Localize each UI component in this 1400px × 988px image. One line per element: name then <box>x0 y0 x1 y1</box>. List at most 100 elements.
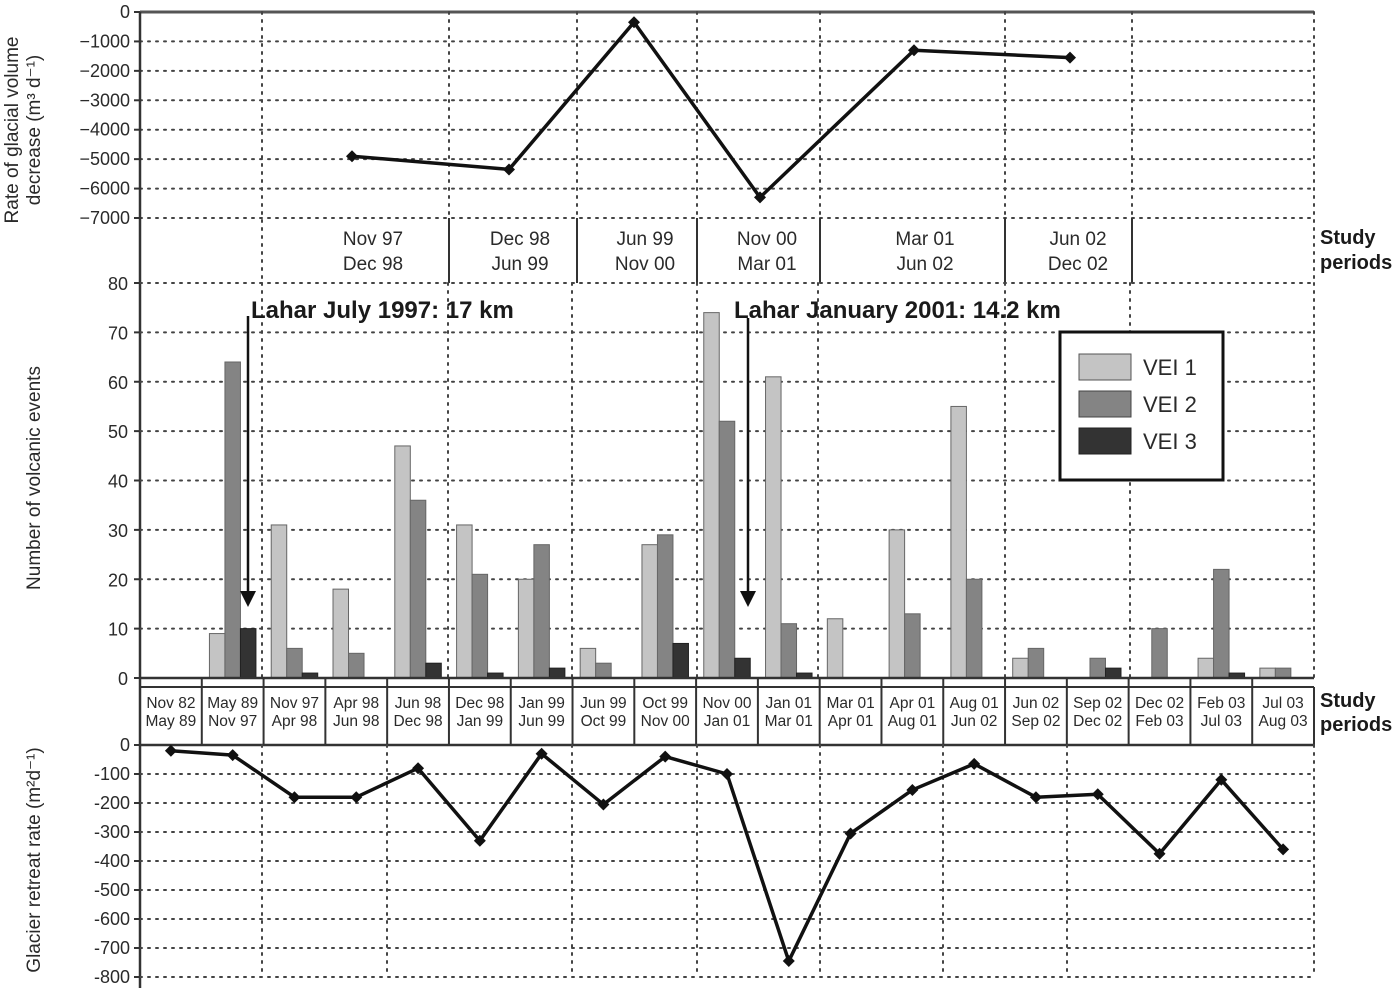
y-tick-label: 0 <box>120 2 130 22</box>
top-y-axis-label-line2: decrease (m³ d⁻¹) <box>24 55 45 205</box>
period-label-line2: Aug 01 <box>888 713 937 730</box>
glacier-retreat-line <box>170 749 1285 963</box>
period-label-line1: Nov 00 <box>702 695 751 712</box>
period-label-line2: Jun 02 <box>951 713 998 730</box>
period-label-line1: Jun 99 <box>580 695 627 712</box>
period-label-line2: Nov 97 <box>208 713 257 730</box>
data-point-marker <box>844 827 857 840</box>
period-label-line1: Jun 02 <box>1013 695 1060 712</box>
bottom-y-axis-label: Glacier retreat rate (m²d⁻¹) <box>24 747 45 972</box>
data-point-marker <box>906 783 919 796</box>
y-tick-label: -800 <box>94 967 130 987</box>
y-tick-label: −6000 <box>79 179 130 199</box>
bar-vei1 <box>456 524 473 679</box>
data-point-marker <box>597 798 610 811</box>
period-label-line2: Nov 00 <box>641 713 690 730</box>
period-label-line1: Jun 02 <box>1049 229 1106 250</box>
bar-vei2 <box>1213 568 1230 679</box>
period-label-line1: Nov 82 <box>146 695 195 712</box>
y-tick-label: 70 <box>108 323 128 343</box>
period-label-line2: Oct 99 <box>581 713 627 730</box>
data-point-marker <box>226 749 239 762</box>
y-tick-label: 30 <box>108 521 128 541</box>
period-label-line1: Sep 02 <box>1073 695 1122 712</box>
bar-vei2 <box>780 623 798 679</box>
bar-vei2 <box>1089 657 1106 679</box>
period-label-line2: Jun 98 <box>333 713 380 730</box>
bar-vei1 <box>332 588 350 679</box>
y-tick-label: −1000 <box>79 31 130 51</box>
period-label-line1: Oct 99 <box>642 695 688 712</box>
bottom-periods-label: periods <box>1320 714 1392 736</box>
period-label-line2: Jun 99 <box>518 713 565 730</box>
data-point-marker <box>721 768 733 780</box>
period-label-line2: Dec 98 <box>393 713 442 730</box>
bar-vei1 <box>826 618 844 679</box>
bar-vei1 <box>703 312 720 679</box>
period-label-line2: Sep 02 <box>1011 713 1060 730</box>
bar-vei2 <box>1151 628 1168 679</box>
y-tick-label: 0 <box>120 735 130 755</box>
bar-vei1 <box>270 524 288 679</box>
bar-vei3 <box>734 657 751 679</box>
bar-vei1 <box>641 544 658 679</box>
legend: VEI 1 VEI 2 VEI 3 <box>1058 330 1225 482</box>
y-tick-label: -600 <box>94 909 130 929</box>
period-label-line1: Apr 98 <box>333 695 379 712</box>
data-point-marker <box>350 791 363 804</box>
period-label-line1: Dec 98 <box>455 695 504 712</box>
y-tick-label: −4000 <box>79 120 130 140</box>
period-label-line2: Dec 02 <box>1073 713 1122 730</box>
period-label-line2: Nov 00 <box>615 254 675 275</box>
period-label-line2: Mar 01 <box>765 713 813 730</box>
period-label-line1: Jun 98 <box>395 695 442 712</box>
middle-y-axis-label: Number of volcanic events <box>24 366 45 590</box>
arrow-head-icon <box>740 591 756 607</box>
top-study-label: Study <box>1320 227 1376 249</box>
bar-vei2 <box>409 499 427 679</box>
bar-vei3 <box>1104 667 1122 679</box>
period-label-line1: Feb 03 <box>1197 695 1245 712</box>
data-point-marker <box>288 791 301 804</box>
top-chart-glacial-volume: 0 −1000 −2000 −3000 −4000 −5000 −6000 −7000 Nov … <box>79 2 1315 988</box>
period-label-line1: May 89 <box>207 695 258 712</box>
data-point-marker <box>412 762 425 775</box>
bar-vei1 <box>1012 657 1029 679</box>
bar-vei1 <box>1259 667 1276 679</box>
period-label-line2: May 89 <box>145 713 196 730</box>
bar-vei2 <box>656 534 674 679</box>
data-point-marker <box>1277 843 1290 856</box>
bar-vei3 <box>548 667 566 679</box>
bar-vei2 <box>904 613 921 679</box>
lahar-1997-annotation: Lahar July 1997: 17 km <box>251 297 514 324</box>
period-label-line2: Dec 02 <box>1048 254 1108 275</box>
bar-vei2 <box>1274 667 1292 679</box>
legend-label-vei2: VEI 2 <box>1143 392 1197 417</box>
y-tick-label: 20 <box>108 570 128 590</box>
legend-label-vei3: VEI 3 <box>1143 429 1197 454</box>
bar-vei2 <box>471 573 489 679</box>
bar-vei2 <box>533 544 550 679</box>
y-tick-label: -200 <box>94 793 130 813</box>
bar-vei2 <box>286 647 303 679</box>
y-tick-label: 80 <box>108 274 128 294</box>
period-label-line2: Apr 01 <box>828 713 874 730</box>
period-label-line1: Apr 01 <box>890 695 936 712</box>
y-tick-label: 60 <box>108 373 128 393</box>
data-point-marker <box>1064 51 1076 64</box>
bar-vei1 <box>394 445 411 679</box>
y-tick-label: −7000 <box>79 208 130 228</box>
period-label-line1: Dec 02 <box>1135 695 1184 712</box>
data-point-marker <box>1091 788 1104 801</box>
y-tick-label: 50 <box>108 422 128 442</box>
bar-vei2 <box>348 652 365 679</box>
arrow-head-icon <box>240 591 256 607</box>
period-label-line1: Mar 01 <box>826 695 874 712</box>
data-point-marker <box>535 747 548 760</box>
period-label-line1: Jan 01 <box>766 695 813 712</box>
period-label-line2: Feb 03 <box>1135 713 1183 730</box>
data-point-marker <box>473 834 486 847</box>
period-label-line2: Dec 98 <box>343 254 403 275</box>
